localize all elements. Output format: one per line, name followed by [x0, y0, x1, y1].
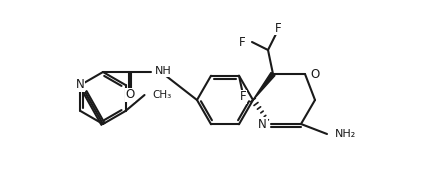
Text: N: N	[75, 78, 84, 92]
Text: O: O	[125, 88, 135, 102]
Text: O: O	[310, 68, 319, 80]
Text: F: F	[239, 35, 246, 48]
Text: N: N	[76, 78, 84, 92]
Text: NH₂: NH₂	[335, 129, 356, 139]
Text: CH₃: CH₃	[152, 90, 172, 100]
Text: N: N	[258, 118, 267, 130]
Polygon shape	[253, 72, 275, 100]
Text: NH: NH	[155, 66, 172, 76]
Text: F: F	[275, 21, 281, 35]
Text: F: F	[240, 90, 246, 103]
